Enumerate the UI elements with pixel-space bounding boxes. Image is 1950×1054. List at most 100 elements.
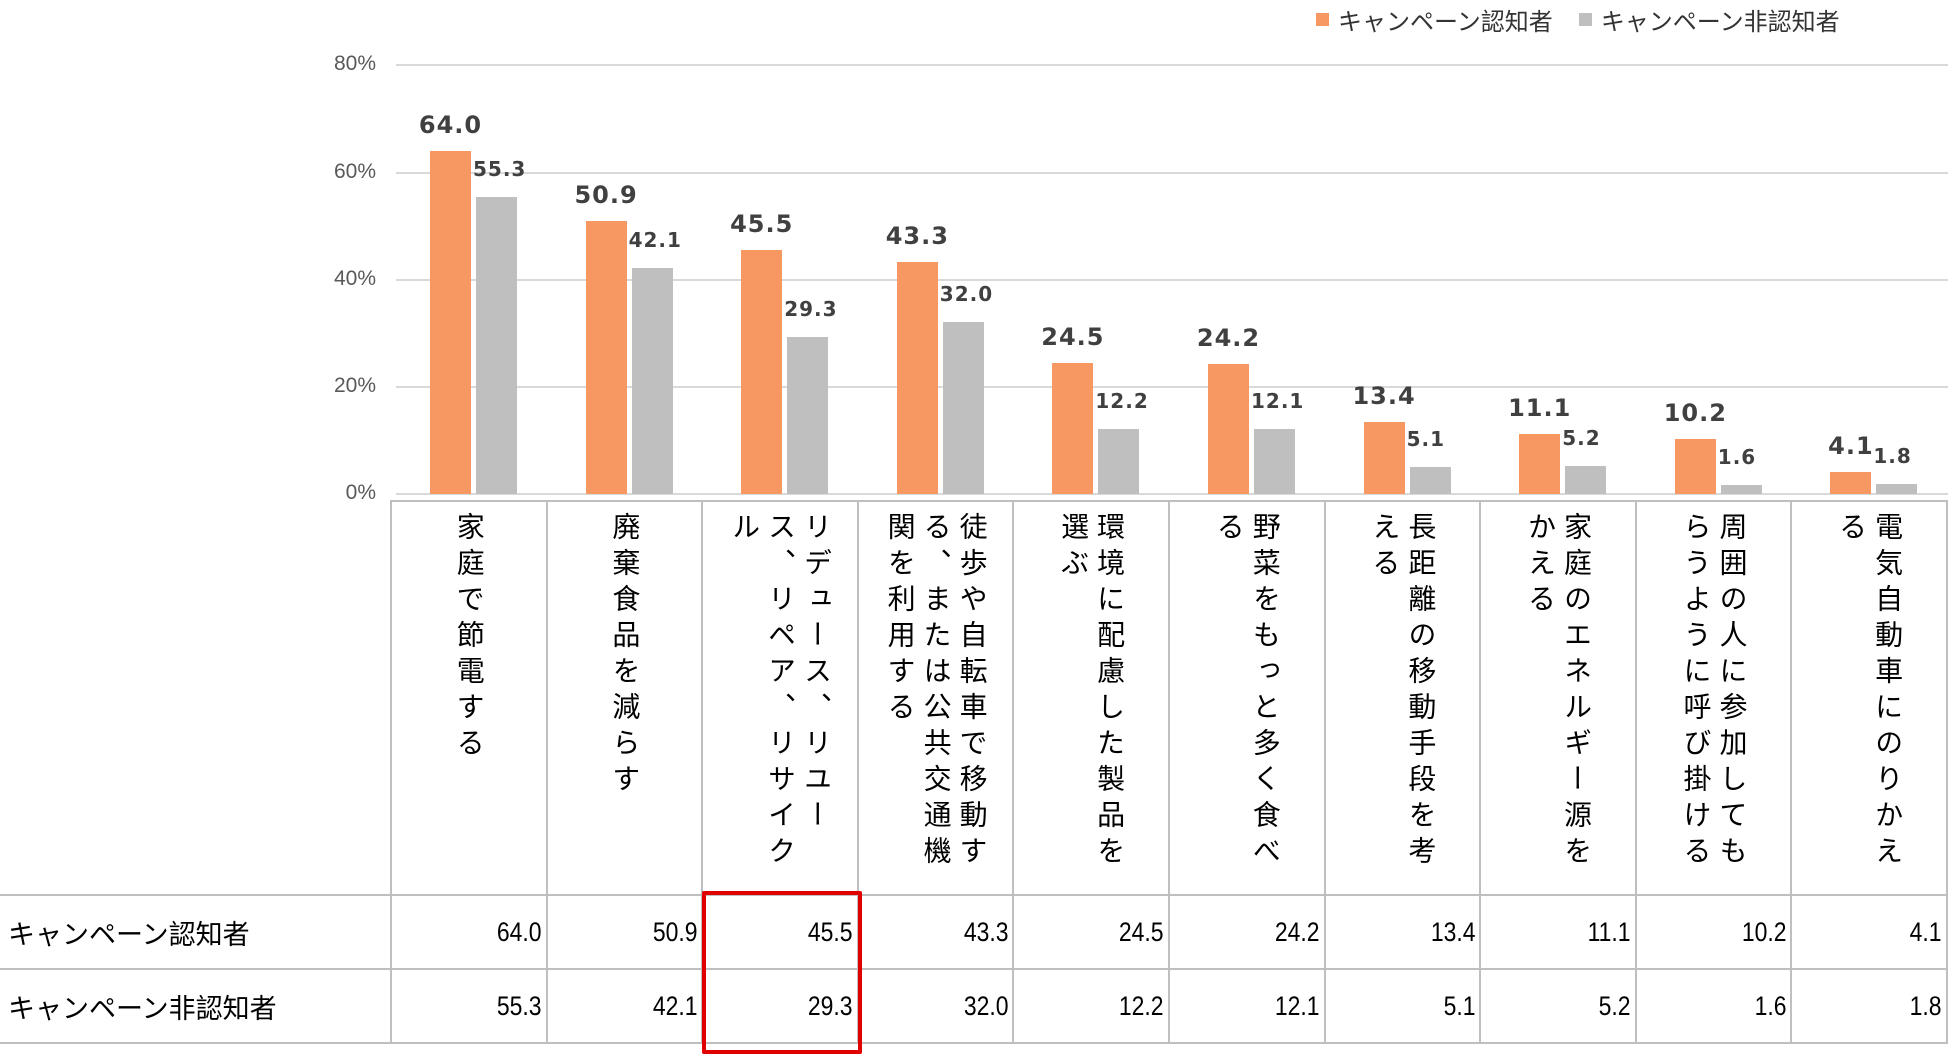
- bar-aware: [1519, 434, 1561, 494]
- bar-label-aware: 45.5: [730, 210, 794, 238]
- category-cell: 野菜をもっと多く食べる: [1167, 500, 1326, 896]
- gridline-20: [396, 386, 1948, 388]
- bar-label-unaware: 29.3: [784, 296, 838, 321]
- y-tick-0: 0%: [345, 481, 376, 504]
- bar-unaware: [1720, 485, 1762, 494]
- bar-label-unaware: 12.2: [1095, 388, 1149, 413]
- bar-label-aware: 43.3: [885, 221, 949, 250]
- legend-item-aware: キャンペーン認知者: [1316, 2, 1553, 37]
- bar-label-unaware: 32.0: [939, 282, 994, 307]
- data-table: 家庭で節電する 廃棄食品を減らす リデュース、リユース、リペア、リサイクル 徒歩…: [0, 500, 1948, 1044]
- table-cell: 1.8: [1790, 968, 1948, 1044]
- table-cell: 45.5: [701, 894, 859, 970]
- category-cell: 長距離の移動手段を考える: [1323, 500, 1482, 896]
- bar-label-aware: 11.1: [1508, 394, 1572, 423]
- table-cell: 55.3: [390, 968, 548, 1044]
- bar-aware: [430, 150, 471, 494]
- category-cell: 廃棄食品を減らす: [545, 500, 704, 896]
- category-cell: 家庭のエネルギー源をかえる: [1479, 500, 1637, 896]
- table-cell: 50.9: [545, 894, 704, 970]
- bar-label-aware: 24.2: [1196, 324, 1261, 353]
- bar-aware: [1052, 362, 1094, 494]
- bar-label-aware: 10.2: [1663, 399, 1727, 428]
- category-cell: 徒歩や自転車で移動する、または公共交通機関を利用する: [856, 500, 1015, 896]
- bar-label-aware: 50.9: [574, 181, 638, 210]
- table-cell: 11.1: [1479, 894, 1637, 970]
- table-cell: 42.1: [545, 968, 704, 1044]
- bar-aware: [1363, 422, 1405, 494]
- gridline-0: [396, 493, 1948, 495]
- table-cell: 4.1: [1790, 894, 1948, 970]
- bar-label-unaware: 1.6: [1717, 445, 1757, 470]
- bar-aware: [585, 221, 627, 494]
- legend-label-unaware: キャンペーン非認知者: [1600, 7, 1840, 36]
- legend-swatch-aware-icon: [1316, 12, 1329, 26]
- category-label: 家庭で節電する: [452, 512, 486, 764]
- bar-unaware: [942, 322, 984, 494]
- category-cell: リデュース、リユース、リペア、リサイクル: [701, 500, 859, 896]
- row-label-aware: キャンペーン認知者: [0, 894, 392, 970]
- bar-label-unaware: 42.1: [628, 228, 682, 253]
- table-cell: 64.0: [390, 894, 548, 970]
- category-cell: 家庭で節電する: [390, 500, 548, 896]
- bar-unaware: [1876, 484, 1918, 494]
- bar-label-aware: 13.4: [1352, 382, 1416, 411]
- bar-aware: [896, 261, 938, 494]
- table-cell: 43.3: [856, 894, 1015, 970]
- chart-legend: キャンペーン認知者 キャンペーン非認知者: [1316, 2, 1840, 37]
- y-tick-60: 60%: [333, 160, 376, 183]
- table-cell: 24.5: [1012, 894, 1170, 970]
- gridline-60: [396, 172, 1948, 174]
- bar-aware: [1208, 364, 1249, 494]
- category-label: 野菜をもっと多く食べる: [1212, 512, 1282, 872]
- bar-label-unaware: 5.1: [1406, 426, 1446, 451]
- bar-unaware: [1409, 466, 1451, 494]
- category-label: 環境に配慮した製品を選ぶ: [1057, 512, 1127, 872]
- bar-unaware: [1565, 466, 1607, 494]
- row-label-unaware: キャンペーン非認知者: [0, 968, 392, 1044]
- bar-aware: [1674, 439, 1716, 494]
- bar-unaware: [631, 268, 673, 494]
- legend-swatch-unaware-icon: [1578, 12, 1592, 26]
- table-cell: 5.2: [1479, 968, 1637, 1044]
- bar-unaware: [476, 197, 517, 494]
- bar-label-aware: 24.5: [1041, 322, 1105, 351]
- bar-label-aware: 64.0: [418, 110, 483, 139]
- legend-label-aware: キャンペーン認知者: [1338, 7, 1553, 36]
- y-tick-40: 40%: [333, 267, 376, 290]
- bar-label-unaware: 5.2: [1562, 426, 1601, 451]
- table-row-unaware: キャンペーン非認知者 55.3 42.1 29.3 32.0 12.2 12.1…: [0, 968, 1948, 1044]
- category-label: 徒歩や自転車で移動する、または公共交通機関を利用する: [883, 512, 989, 872]
- category-header-row: 家庭で節電する 廃棄食品を減らす リデュース、リユース、リペア、リサイクル 徒歩…: [0, 500, 1948, 896]
- y-tick-80: 80%: [333, 52, 376, 75]
- bar-unaware: [787, 336, 829, 494]
- bar-unaware: [1254, 429, 1295, 494]
- table-cell: 12.2: [1012, 968, 1170, 1044]
- bar-label-unaware: 12.1: [1251, 389, 1305, 414]
- category-cell: 電気自動車にのりかえる: [1790, 500, 1948, 896]
- category-label: 廃棄食品を減らす: [608, 512, 642, 800]
- category-label: 長距離の移動手段を考える: [1368, 512, 1438, 872]
- bar-label-aware: 4.1: [1828, 432, 1874, 460]
- category-label: 周囲の人に参加してもらうように呼び掛ける: [1679, 512, 1749, 872]
- table-cell: 5.1: [1323, 968, 1482, 1044]
- corner-cell: [0, 501, 392, 896]
- bar-aware: [741, 250, 783, 494]
- bar-unaware: [1098, 428, 1140, 494]
- category-label: 電気自動車にのりかえる: [1835, 512, 1905, 872]
- table-cell: 10.2: [1634, 894, 1793, 970]
- category-label: 家庭のエネルギー源をかえる: [1523, 512, 1593, 872]
- table-cell: 32.0: [856, 968, 1015, 1044]
- table-cell: 24.2: [1167, 894, 1326, 970]
- table-cell: 1.6: [1634, 968, 1793, 1044]
- table-cell: 12.1: [1167, 968, 1326, 1044]
- legend-item-unaware: キャンペーン非認知者: [1578, 2, 1840, 37]
- y-tick-20: 20%: [333, 374, 376, 397]
- bar-label-unaware: 55.3: [473, 157, 527, 182]
- bar-aware: [1830, 472, 1872, 494]
- gridline-80: [396, 64, 1948, 66]
- table-row-aware: キャンペーン認知者 64.0 50.9 45.5 43.3 24.5 24.2 …: [0, 894, 1948, 970]
- bar-label-unaware: 1.8: [1873, 444, 1912, 469]
- category-cell: 周囲の人に参加してもらうように呼び掛ける: [1634, 500, 1793, 896]
- table-cell: 13.4: [1323, 894, 1482, 970]
